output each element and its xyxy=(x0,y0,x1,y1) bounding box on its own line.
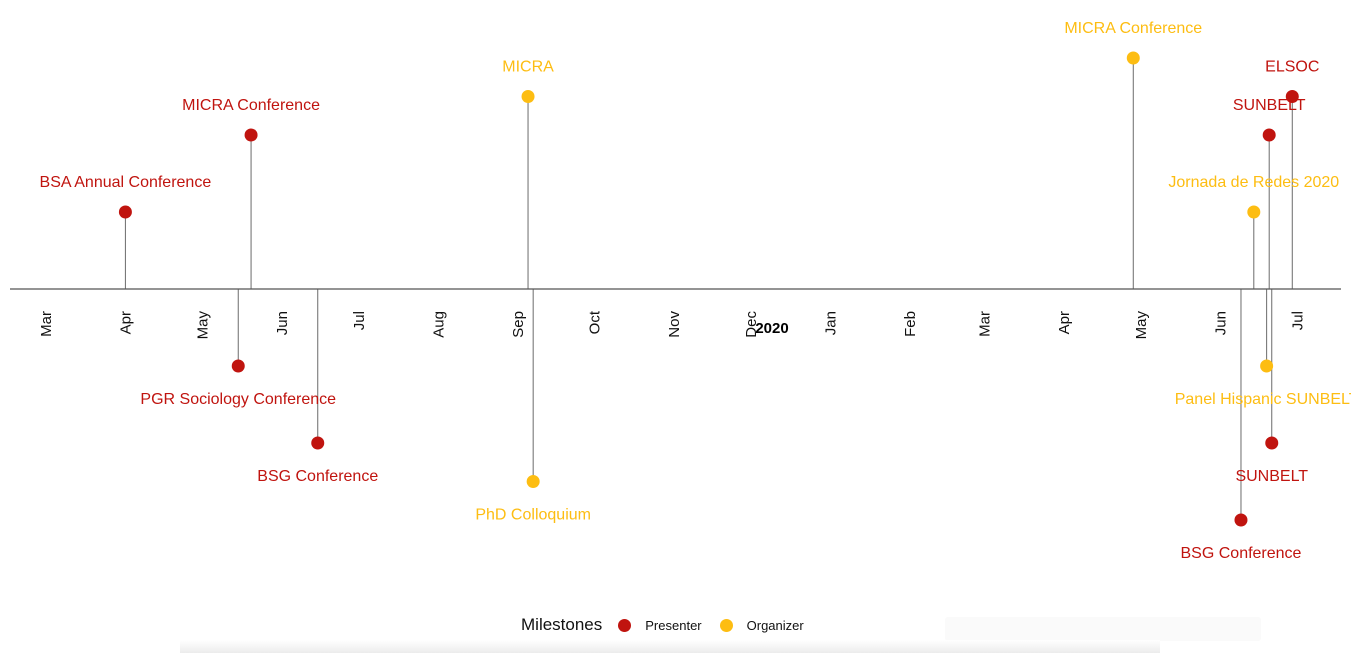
event-label: SUNBELT xyxy=(1235,468,1308,485)
legend-item-presenter: Presenter xyxy=(618,617,702,633)
month-tick-label: Feb xyxy=(902,311,919,337)
event-point xyxy=(1247,205,1261,219)
month-tick-label: Apr xyxy=(117,311,134,334)
month-tick-label: Mar xyxy=(38,311,55,337)
event-point xyxy=(1265,436,1279,450)
month-tick-label: Mar xyxy=(977,311,994,337)
legend-item-organizer: Organizer xyxy=(719,617,804,633)
month-tick-label: Aug xyxy=(430,311,447,338)
month-tick-label: Apr xyxy=(1056,311,1073,334)
event-point xyxy=(1126,51,1140,65)
event-point xyxy=(526,475,540,488)
legend-label-presenter: Presenter xyxy=(645,617,702,633)
year-label: 2020 xyxy=(755,320,788,337)
month-tick-label: Sep xyxy=(510,311,527,338)
event-point xyxy=(521,90,535,103)
event-label: Jornada de Redes 2020 xyxy=(1168,174,1339,191)
legend: Milestones Presenter Organizer xyxy=(521,614,822,636)
legend-marker-organizer xyxy=(719,618,733,632)
month-tick-label: Oct xyxy=(587,310,604,334)
event-point xyxy=(1260,359,1274,373)
event-point xyxy=(1234,513,1248,527)
month-labels: Mar Apr May Jun Jul Aug Sep Oct Nov Dec Jan Feb Mar A… xyxy=(38,310,1306,339)
legend-label-organizer: Organizer xyxy=(746,617,804,633)
event-label: MICRA Conference xyxy=(182,97,320,114)
event-point xyxy=(231,359,245,373)
event-point xyxy=(244,128,258,142)
month-tick-label: May xyxy=(194,311,211,340)
event-point xyxy=(118,205,132,219)
event-stems xyxy=(124,58,1293,520)
month-tick-label: Jun xyxy=(1212,311,1229,335)
legend-title: Milestones xyxy=(521,615,603,634)
month-tick-label: May xyxy=(1133,311,1150,340)
event-label: Panel Hispanic SUNBELT xyxy=(1175,391,1351,408)
month-tick-label: Jul xyxy=(351,311,368,330)
event-point xyxy=(311,436,325,450)
event-label: PGR Sociology Conference xyxy=(140,391,336,408)
event-label: PhD Colloquium xyxy=(475,507,591,524)
event-point xyxy=(1262,128,1276,142)
month-tick-label: Jun xyxy=(274,311,291,335)
event-label: BSG Conference xyxy=(257,468,378,485)
month-tick-label: Dec xyxy=(743,311,760,338)
event-label: ELSOC xyxy=(1265,59,1319,76)
legend-marker-presenter xyxy=(618,618,632,632)
faint-overlay xyxy=(945,617,1261,641)
bottom-shadow xyxy=(180,640,1160,653)
month-tick-label: Nov xyxy=(666,311,683,338)
event-point xyxy=(1285,90,1299,103)
event-label: BSG Conference xyxy=(1181,545,1302,562)
month-tick-label: Jul xyxy=(1289,311,1306,330)
event-label: SUNBELT xyxy=(1233,97,1306,114)
event-label: MICRA Conference xyxy=(1064,20,1202,37)
event-label: MICRA xyxy=(502,59,554,76)
month-tick-label: Jan xyxy=(823,311,840,335)
event-points xyxy=(118,51,1299,527)
event-labels: BSA Annual Conference MICRA Conference PGR… xyxy=(40,20,1351,562)
event-label: BSA Annual Conference xyxy=(40,174,212,191)
